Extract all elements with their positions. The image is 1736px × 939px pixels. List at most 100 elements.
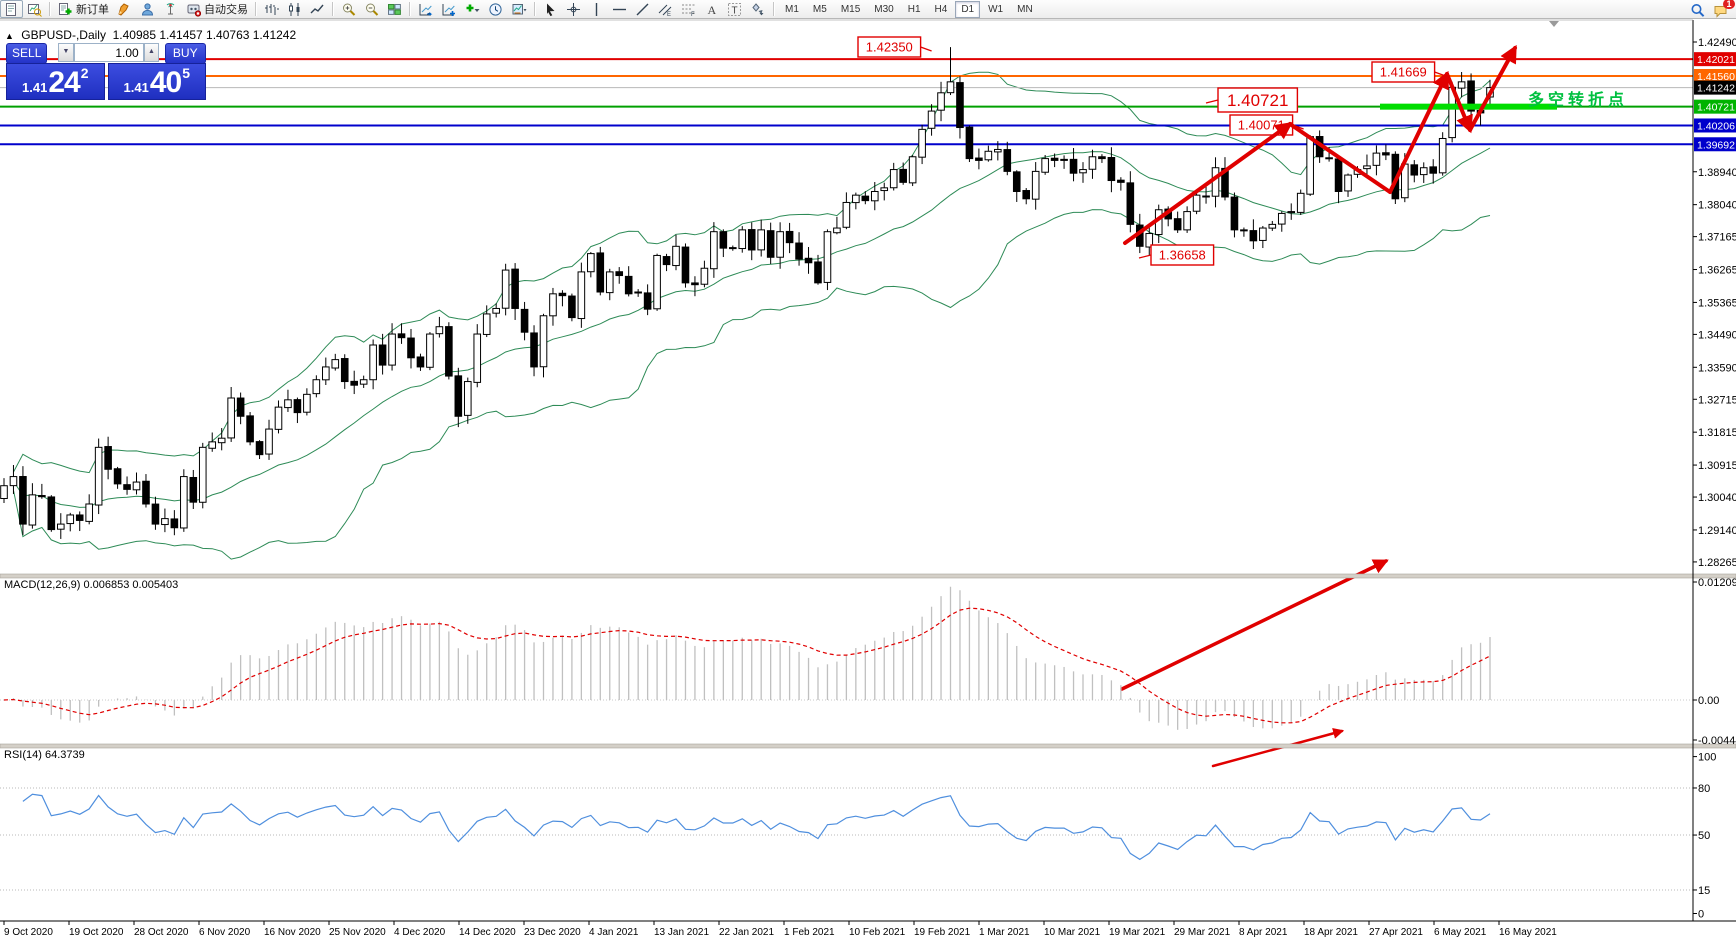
timeframe-button-mn[interactable]: MN: [1017, 3, 1033, 15]
price-annotation-1.40721[interactable]: 1.40721: [1205, 87, 1299, 113]
volume-input[interactable]: [73, 43, 144, 62]
macd-trend-arrow[interactable]: [1120, 559, 1389, 691]
pane-separator-2[interactable]: [0, 743, 1736, 749]
timeframe-button-h4[interactable]: H4: [934, 3, 948, 15]
rsi-axis[interactable]: 100 80 50 15 0: [1693, 752, 1716, 921]
rsi-trend-arrow[interactable]: [1211, 727, 1345, 768]
svg-text:A: A: [708, 3, 717, 17]
arrows-icon[interactable]: [746, 0, 770, 18]
rsi-pane[interactable]: [0, 787, 1693, 891]
svg-text:1.39692: 1.39692: [1697, 139, 1735, 151]
fibonacci-icon[interactable]: F: [677, 0, 700, 18]
svg-text:1.37165: 1.37165: [1698, 232, 1736, 244]
crosshair-icon[interactable]: [562, 0, 585, 18]
tile-windows-icon[interactable]: [383, 0, 406, 18]
price-annotation-1.42350[interactable]: 1.42350: [857, 36, 932, 58]
bull-bear-note: 多空转折点: [1528, 92, 1629, 109]
zoom-in-icon[interactable]: [337, 0, 360, 18]
search-icon[interactable]: [1686, 1, 1709, 19]
new-order-button[interactable]: 新订单: [54, 0, 113, 18]
text-label-icon[interactable]: T: [723, 0, 746, 18]
macd-pane[interactable]: [0, 586, 1693, 730]
svg-text:1.41560: 1.41560: [1697, 71, 1735, 83]
chart-canvas[interactable]: 1.42350 1.41669 1.40721 1.40071 1.36658 1.424…: [0, 19, 1736, 939]
time-axis[interactable]: 9 Oct 2020 19 Oct 2020 28 Oct 2020 6 Nov 20…: [3, 921, 1557, 938]
svg-text:F: F: [691, 12, 695, 17]
zoom-out-icon[interactable]: [360, 0, 383, 18]
svg-text:1.31815: 1.31815: [1698, 427, 1736, 439]
notification-badge: 1: [1723, 0, 1735, 9]
new-order-button-label: 新订单: [76, 4, 109, 16]
svg-text:1.40071: 1.40071: [1238, 118, 1285, 133]
cursor-icon[interactable]: [539, 0, 562, 18]
svg-text:1.32715: 1.32715: [1698, 394, 1736, 406]
svg-text:1.38940: 1.38940: [1698, 167, 1736, 179]
sell-price-panel[interactable]: 1.41 24 2: [6, 63, 105, 100]
bollinger-middle-band: [13, 147, 1491, 508]
volume-up-button[interactable]: ▲: [143, 43, 160, 62]
bar-chart-icon[interactable]: [260, 0, 283, 18]
svg-text:T: T: [732, 5, 738, 16]
price-annotation-1.36658[interactable]: 1.36658: [1138, 244, 1215, 266]
vertical-line-icon[interactable]: [585, 0, 608, 18]
timeframe-button-m5[interactable]: M5: [812, 3, 827, 15]
buy-price-panel[interactable]: 1.41 40 5: [107, 63, 206, 100]
svg-text:1.42490: 1.42490: [1698, 37, 1736, 49]
support-highlight-segment[interactable]: [1380, 103, 1557, 110]
toolbar-separator: [255, 2, 257, 16]
signals-icon[interactable]: [159, 0, 182, 18]
macd-label: MACD(12,26,9) 0.006853 0.005403: [4, 579, 179, 591]
price-axis[interactable]: 1.42490 1.38940 1.38040 1.37165 1.36265 1.353…: [1693, 37, 1736, 569]
candlestick-chart-icon[interactable]: [283, 0, 306, 18]
community-icon[interactable]: [136, 0, 159, 18]
period-icon[interactable]: [484, 0, 507, 18]
channel-icon[interactable]: E: [654, 0, 677, 18]
svg-text:16 Nov 2020: 16 Nov 2020: [264, 927, 321, 938]
horizontal-line-icon[interactable]: [608, 0, 631, 18]
add-indicator-button[interactable]: [460, 0, 484, 18]
timeframe-button-d1[interactable]: D1: [955, 0, 981, 18]
trend-zigzag-arrows[interactable]: [1123, 44, 1517, 245]
timeframe-button-h1[interactable]: H1: [907, 3, 921, 15]
buy-button[interactable]: BUY: [164, 43, 206, 64]
bollinger-lower-band: [13, 209, 1491, 560]
chart-shift-marker[interactable]: [1549, 21, 1559, 27]
svg-text:1.40721: 1.40721: [1697, 102, 1735, 114]
data-window-icon[interactable]: [437, 0, 460, 18]
timeframe-button-m1[interactable]: M1: [785, 3, 799, 15]
text-icon[interactable]: A: [700, 0, 723, 18]
strategy-tester-icon[interactable]: [414, 0, 437, 18]
svg-text:1.34490: 1.34490: [1698, 329, 1736, 341]
price-annotation-1.41669[interactable]: 1.41669: [1371, 61, 1446, 83]
svg-text:1.28265: 1.28265: [1698, 557, 1736, 569]
svg-text:1 Feb 2021: 1 Feb 2021: [784, 927, 835, 938]
collapse-panel-arrow[interactable]: ▲: [5, 31, 14, 41]
toolbar-separator: [773, 2, 775, 16]
svg-text:1.41669: 1.41669: [1380, 65, 1427, 80]
trendline-icon[interactable]: [631, 0, 654, 18]
profiles-icon[interactable]: [23, 0, 46, 18]
macd-axis[interactable]: 0.01209 0.00 -0.004446: [1693, 577, 1736, 747]
timeframe-button-w1[interactable]: W1: [988, 3, 1004, 15]
svg-text:28 Oct 2020: 28 Oct 2020: [134, 927, 189, 938]
timeframe-button-m30[interactable]: M30: [874, 3, 894, 15]
pane-separator-1[interactable]: [0, 573, 1736, 579]
chart-window[interactable]: 1.42350 1.41669 1.40721 1.40071 1.36658 1.424…: [0, 19, 1736, 939]
symbol-title: GBPUSD-,Daily: [21, 28, 106, 42]
price-badge-1.39692: [1694, 137, 1736, 152]
timeframe-button-m15[interactable]: M15: [840, 3, 861, 15]
line-chart-icon[interactable]: [306, 0, 329, 18]
auto-trading-button[interactable]: 自动交易: [182, 0, 252, 18]
buy-price-big: 40: [149, 66, 182, 99]
notifications-icon[interactable]: 1: [1709, 0, 1735, 19]
svg-text:1.30915: 1.30915: [1698, 460, 1736, 472]
crayon-icon[interactable]: [113, 0, 136, 18]
svg-text:50: 50: [1698, 830, 1710, 842]
template-icon[interactable]: [507, 0, 531, 18]
new-chart-icon[interactable]: [0, 0, 23, 18]
price-badge-1.42021: [1694, 52, 1736, 67]
sell-button[interactable]: SELL: [6, 43, 48, 64]
svg-text:1.38040: 1.38040: [1698, 200, 1736, 212]
svg-text:1.33590: 1.33590: [1698, 362, 1736, 374]
volume-down-button[interactable]: ▼: [58, 43, 74, 62]
